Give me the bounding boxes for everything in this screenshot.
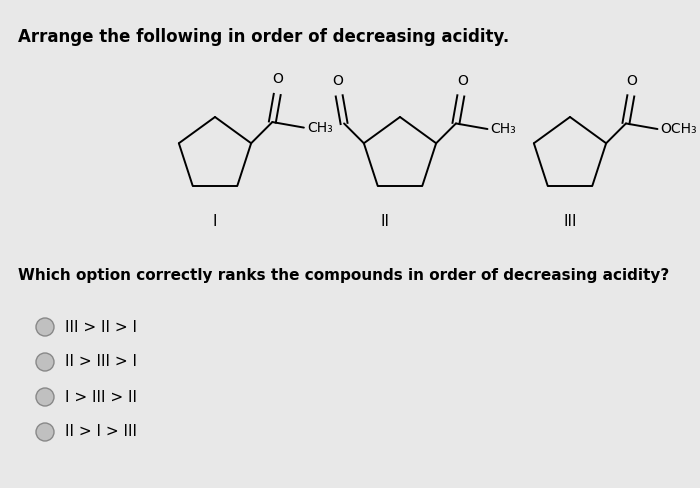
Text: III > II > I: III > II > I [65,320,137,334]
Circle shape [36,388,54,406]
Text: Arrange the following in order of decreasing acidity.: Arrange the following in order of decrea… [18,28,510,46]
Circle shape [36,353,54,371]
Circle shape [36,423,54,441]
Text: O: O [457,74,468,88]
Text: OCH₃: OCH₃ [661,122,697,136]
Text: CH₃: CH₃ [307,121,332,135]
Text: I > III > II: I > III > II [65,389,137,405]
Text: II: II [381,214,389,228]
Text: Which option correctly ranks the compounds in order of decreasing acidity?: Which option correctly ranks the compoun… [18,268,669,283]
Circle shape [36,318,54,336]
Text: O: O [272,73,283,86]
Text: I: I [213,214,217,228]
Text: II > III > I: II > III > I [65,354,137,369]
Text: III: III [564,214,577,228]
Text: II > I > III: II > I > III [65,425,137,440]
Text: O: O [626,74,637,88]
Text: O: O [332,74,342,88]
Text: CH₃: CH₃ [491,122,516,136]
